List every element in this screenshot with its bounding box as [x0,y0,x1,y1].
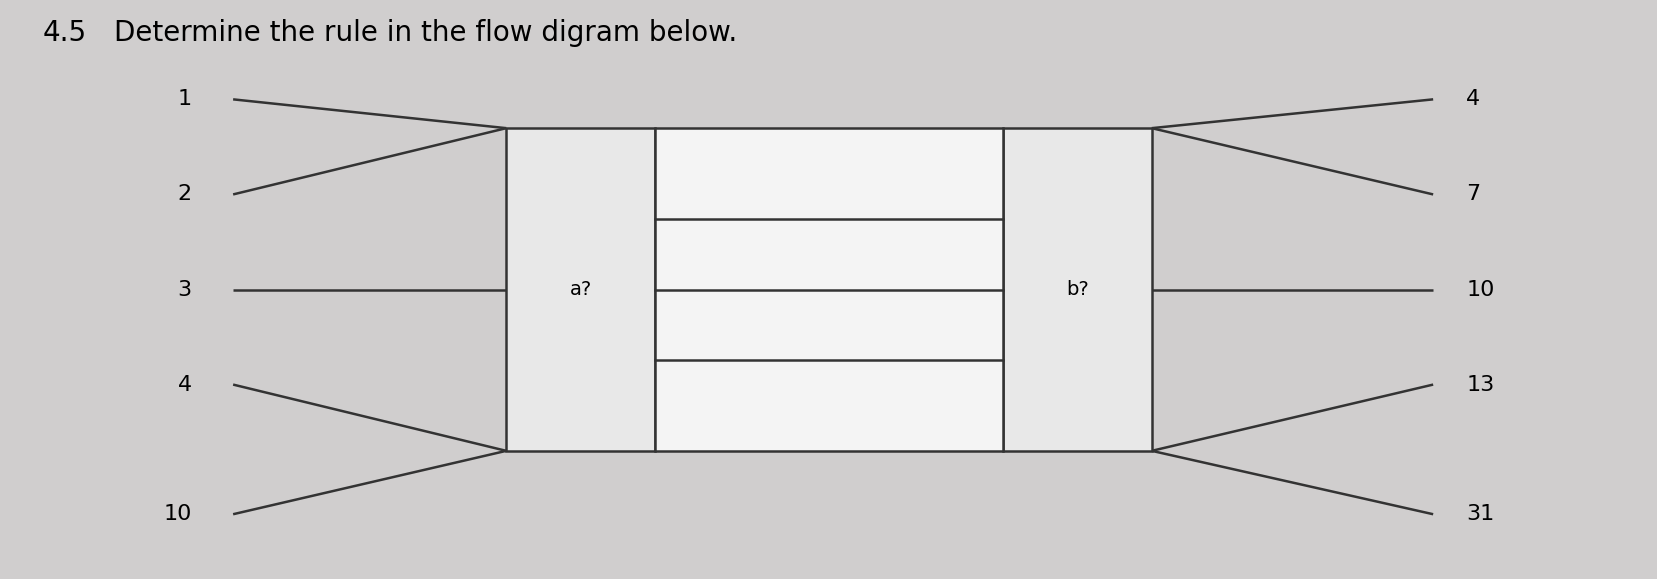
Text: 1: 1 [177,89,192,109]
Text: Determine the rule in the flow digram below.: Determine the rule in the flow digram be… [114,19,737,47]
Text: b?: b? [1065,280,1089,299]
Bar [1002,128,1152,451]
Text: 13: 13 [1465,375,1493,394]
Bar [655,128,1002,451]
Text: 4.5: 4.5 [43,19,86,47]
Text: 31: 31 [1465,504,1493,524]
Text: 10: 10 [164,504,192,524]
Text: 3: 3 [177,280,192,299]
Text: a?: a? [570,280,592,299]
Text: 7: 7 [1465,185,1480,204]
Bar [505,128,655,451]
Text: 2: 2 [177,185,192,204]
Text: 10: 10 [1465,280,1493,299]
Text: 4: 4 [177,375,192,394]
Text: 4: 4 [1465,89,1480,109]
